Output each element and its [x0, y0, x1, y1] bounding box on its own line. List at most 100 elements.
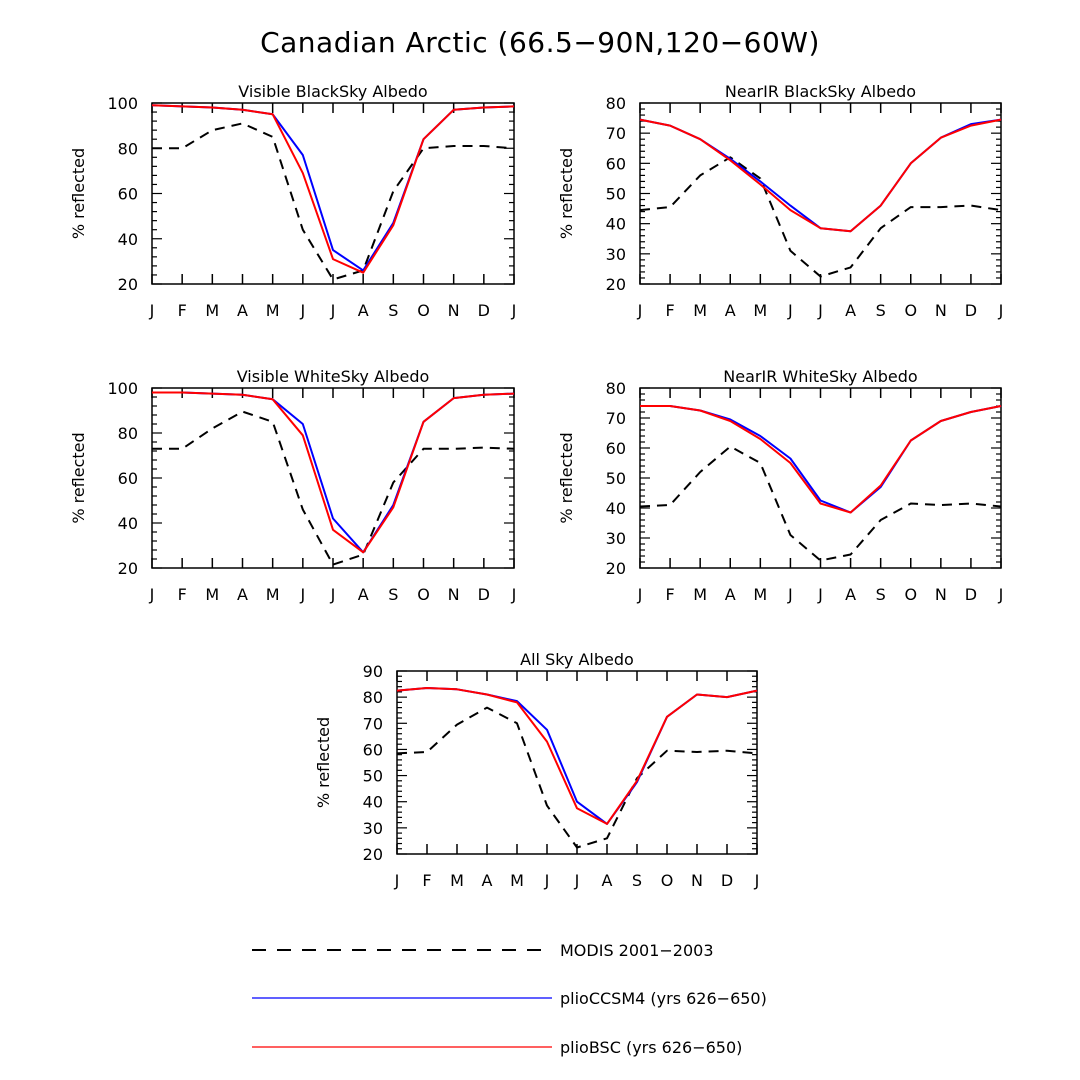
series-line-modis — [396, 706, 758, 849]
y-tick-label: 20 — [606, 275, 626, 294]
x-tick-label: N — [935, 585, 947, 604]
x-tick-label: A — [725, 585, 736, 604]
y-tick-label: 90 — [363, 662, 383, 681]
y-tick-label: 70 — [606, 409, 626, 428]
x-tick-label: A — [845, 301, 856, 320]
x-tick-label: M — [753, 585, 767, 604]
x-tick-label: N — [935, 301, 947, 320]
x-tick-label: M — [266, 585, 280, 604]
x-tick-label: J — [998, 585, 1004, 604]
x-tick-label: N — [691, 871, 703, 890]
y-axis-label: % reflected — [69, 432, 88, 523]
x-tick-label: A — [482, 871, 493, 890]
x-tick-label: J — [299, 585, 305, 604]
x-tick-label: F — [665, 301, 674, 320]
x-tick-label: J — [394, 871, 400, 890]
y-tick-label: 70 — [363, 714, 383, 733]
x-tick-label: N — [448, 585, 460, 604]
series-line-modis — [639, 445, 1002, 562]
series-line-modis — [152, 410, 515, 566]
y-tick-label: 80 — [606, 94, 626, 113]
legend-label-bsc: plioBSC (yrs 626−650) — [560, 1038, 742, 1057]
x-tick-label: F — [665, 585, 674, 604]
series-line-ccsm4 — [640, 405, 1002, 514]
x-tick-label: D — [478, 301, 490, 320]
x-tick-label: J — [787, 585, 793, 604]
y-tick-label: 50 — [363, 767, 383, 786]
x-tick-label: M — [693, 301, 707, 320]
x-tick-label: O — [417, 585, 430, 604]
x-tick-label: A — [358, 301, 369, 320]
y-tick-label: 40 — [606, 215, 626, 234]
y-tick-label: 80 — [118, 139, 138, 158]
x-tick-label: F — [422, 871, 431, 890]
legend: MODIS 2001−2003 plioCCSM4 (yrs 626−650) … — [252, 941, 767, 1057]
x-tick-label: S — [876, 585, 886, 604]
y-axis-label: % reflected — [557, 148, 576, 239]
panel-title: NearIR BlackSky Albedo — [725, 82, 916, 101]
plot-frame — [639, 102, 1002, 285]
series-line-modis — [152, 122, 515, 281]
plot-frame — [639, 387, 1002, 569]
series-line-bsc — [151, 104, 515, 274]
y-axis-label: % reflected — [314, 717, 333, 808]
x-tick-label: A — [237, 585, 248, 604]
x-tick-label: M — [510, 871, 524, 890]
panel-title: NearIR WhiteSky Albedo — [723, 367, 917, 386]
x-tick-label: J — [637, 301, 643, 320]
x-tick-label: D — [721, 871, 733, 890]
series-line-bsc — [396, 687, 758, 825]
y-tick-label: 60 — [118, 469, 138, 488]
y-axis-label: % reflected — [69, 148, 88, 239]
plot-frame — [151, 387, 515, 569]
y-tick-label: 40 — [606, 499, 626, 518]
x-tick-label: S — [388, 301, 398, 320]
y-tick-label: 50 — [606, 185, 626, 204]
x-tick-label: J — [998, 301, 1004, 320]
x-tick-label: A — [358, 585, 369, 604]
y-tick-label: 60 — [606, 154, 626, 173]
series-line-modis — [639, 156, 1002, 278]
y-tick-label: 40 — [118, 514, 138, 533]
x-tick-label: M — [693, 585, 707, 604]
x-tick-label: J — [149, 301, 155, 320]
x-tick-label: J — [817, 301, 823, 320]
x-tick-label: M — [205, 585, 219, 604]
y-tick-label: 20 — [363, 845, 383, 864]
y-tick-label: 20 — [606, 559, 626, 578]
x-tick-label: J — [544, 871, 550, 890]
legend-label-modis: MODIS 2001−2003 — [560, 941, 714, 960]
y-tick-label: 100 — [107, 379, 138, 398]
plot-frame — [396, 670, 758, 855]
x-tick-label: S — [388, 585, 398, 604]
panel-title: All Sky Albedo — [520, 650, 634, 669]
x-tick-label: F — [178, 301, 187, 320]
x-tick-label: M — [753, 301, 767, 320]
x-tick-label: N — [448, 301, 460, 320]
x-tick-label: J — [149, 585, 155, 604]
y-tick-label: 50 — [606, 469, 626, 488]
y-tick-label: 30 — [606, 245, 626, 264]
y-tick-label: 20 — [118, 559, 138, 578]
x-tick-label: A — [237, 301, 248, 320]
x-tick-label: M — [266, 301, 280, 320]
y-tick-label: 30 — [363, 819, 383, 838]
y-tick-label: 70 — [606, 124, 626, 143]
series-line-ccsm4 — [151, 104, 515, 272]
series-line-bsc — [639, 118, 1002, 233]
x-tick-label: F — [178, 585, 187, 604]
series-line-bsc — [640, 405, 1002, 514]
x-tick-label: M — [205, 301, 219, 320]
x-tick-label: M — [450, 871, 464, 890]
y-tick-label: 30 — [606, 529, 626, 548]
x-tick-label: A — [845, 585, 856, 604]
x-tick-label: J — [754, 871, 760, 890]
x-tick-label: J — [330, 585, 336, 604]
x-tick-label: J — [511, 585, 517, 604]
y-tick-label: 20 — [118, 275, 138, 294]
x-tick-label: O — [904, 301, 917, 320]
